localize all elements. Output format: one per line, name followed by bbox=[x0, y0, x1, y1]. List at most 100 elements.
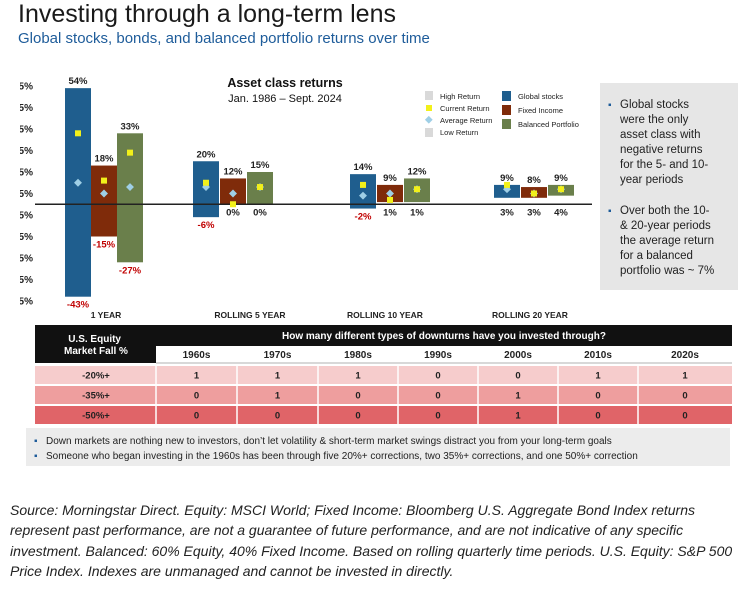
table-decade-header: 2010s bbox=[584, 350, 612, 361]
chart-title: Asset class returns bbox=[227, 76, 342, 90]
table-cell: 0 bbox=[435, 391, 440, 402]
high-return-label: 15% bbox=[250, 160, 270, 171]
table-row-header: U.S. Equity Market Fall % bbox=[64, 334, 128, 357]
period-label: ROLLING 10 YEAR bbox=[347, 310, 423, 320]
bar-labels: 54% -43% 18% -15% 33% -27% 20% -6% 12% 0% 15% 0% 14%… bbox=[67, 76, 569, 311]
high-return-label: 20% bbox=[196, 149, 216, 160]
y-tick-label: -5% bbox=[20, 211, 33, 222]
legend-fixed-income: Fixed Income bbox=[518, 106, 563, 115]
current-return-legend-marker bbox=[426, 105, 432, 111]
table-cell: 1 bbox=[275, 391, 281, 402]
table-row-label: -50%+ bbox=[82, 411, 110, 422]
y-axis: 55% 45% 35% 25% 15% 5% -5% -15% -25% -35% -45% bbox=[20, 82, 33, 308]
notes-box: ▪ Down markets are nothing new to invest… bbox=[26, 428, 730, 466]
low-return-label: 1% bbox=[383, 207, 397, 218]
high-return-label: 12% bbox=[223, 166, 243, 177]
low-return-label: 0% bbox=[253, 207, 267, 218]
current-return-marker bbox=[101, 177, 107, 184]
average-return-legend-marker bbox=[424, 115, 433, 124]
current-return-marker bbox=[230, 201, 236, 208]
table-row-label: -20%+ bbox=[82, 371, 110, 382]
low-return-label: -15% bbox=[93, 240, 116, 251]
table-cell: 0 bbox=[682, 391, 687, 402]
table-decade-header: 1970s bbox=[264, 350, 292, 361]
y-tick-label: -45% bbox=[20, 297, 33, 308]
high-return-label: 12% bbox=[407, 166, 427, 177]
page-title: Investing through a long-term lens bbox=[18, 0, 396, 28]
y-tick-label: 25% bbox=[20, 146, 33, 157]
current-return-marker bbox=[387, 196, 393, 203]
high-return-legend-swatch bbox=[425, 91, 433, 100]
low-return-label: -2% bbox=[355, 212, 372, 223]
balanced-portfolio-legend-swatch bbox=[502, 119, 511, 129]
table-decade-header: 1960s bbox=[183, 350, 211, 361]
current-return-marker bbox=[75, 130, 81, 137]
downturn-table: U.S. Equity Market Fall % How many diffe… bbox=[35, 325, 732, 424]
source-footnote: Source: Morningstar Direct. Equity: MSCI… bbox=[10, 502, 733, 579]
page-subtitle: Global stocks, bonds, and balanced portf… bbox=[18, 30, 430, 47]
low-return-label: 1% bbox=[410, 207, 424, 218]
legend-average-return: Average Return bbox=[440, 116, 492, 125]
y-tick-label: 5% bbox=[20, 189, 33, 200]
side-note-bullet-1: ▪ bbox=[608, 100, 612, 111]
current-return-marker bbox=[414, 186, 420, 193]
low-return-legend-swatch bbox=[425, 128, 433, 137]
current-return-marker bbox=[127, 149, 133, 156]
low-return-label: 4% bbox=[554, 207, 568, 218]
table-decade-header: 2020s bbox=[671, 350, 699, 361]
high-return-label: 33% bbox=[120, 121, 140, 132]
y-tick-label: 35% bbox=[20, 125, 33, 136]
bar-global-stocks bbox=[350, 174, 376, 209]
global-stocks-legend-swatch bbox=[502, 91, 511, 101]
chart-subtitle: Jan. 1986 – Sept. 2024 bbox=[228, 93, 342, 105]
y-tick-label: -15% bbox=[20, 232, 33, 243]
current-return-marker bbox=[531, 190, 537, 197]
y-tick-label: 45% bbox=[20, 103, 33, 114]
bar-series bbox=[65, 88, 574, 297]
low-return-label: -6% bbox=[198, 220, 215, 231]
period-label: ROLLING 5 YEAR bbox=[214, 310, 285, 320]
bar-global-stocks bbox=[65, 88, 91, 297]
table-row bbox=[35, 366, 732, 384]
side-note-bullet-2: ▪ bbox=[608, 206, 612, 217]
table-cell: 1 bbox=[194, 371, 200, 382]
low-return-label: -27% bbox=[119, 265, 142, 276]
note-2: Someone who began investing in the 1960s… bbox=[46, 451, 638, 462]
table-cell: 1 bbox=[595, 371, 601, 382]
note-bullet-2: ▪ bbox=[34, 451, 38, 462]
y-tick-label: -35% bbox=[20, 275, 33, 286]
table-cell: 0 bbox=[355, 391, 360, 402]
high-return-label: 8% bbox=[527, 175, 541, 186]
table-cell: 0 bbox=[194, 391, 199, 402]
high-return-label: 9% bbox=[554, 173, 568, 184]
high-return-label: 9% bbox=[383, 173, 397, 184]
table-cell: 0 bbox=[275, 411, 280, 422]
table-decade-header: 2000s bbox=[504, 350, 532, 361]
high-return-label: 14% bbox=[353, 162, 373, 173]
table-cell: 0 bbox=[682, 411, 687, 422]
high-return-label: 18% bbox=[94, 154, 114, 165]
table-cell: 0 bbox=[595, 391, 600, 402]
y-tick-label: 15% bbox=[20, 168, 33, 179]
high-return-label: 54% bbox=[68, 76, 88, 87]
table-decade-header: 1980s bbox=[344, 350, 372, 361]
fixed-income-legend-swatch bbox=[502, 105, 511, 115]
chart-legend: High Return Current Return Average Retur… bbox=[424, 91, 579, 137]
table-cell: 0 bbox=[194, 411, 199, 422]
table-cell: 0 bbox=[355, 411, 360, 422]
current-return-marker bbox=[360, 181, 366, 188]
current-return-marker bbox=[504, 181, 510, 188]
table-cell: 1 bbox=[515, 391, 521, 402]
table-cell: 1 bbox=[515, 411, 521, 422]
note-bullet-1: ▪ bbox=[34, 436, 38, 447]
table-cell: 1 bbox=[355, 371, 361, 382]
period-label: ROLLING 20 YEAR bbox=[492, 310, 568, 320]
low-return-label: 0% bbox=[226, 207, 240, 218]
y-tick-label: -25% bbox=[20, 254, 33, 265]
table-cell: 1 bbox=[682, 371, 688, 382]
y-tick-label: 55% bbox=[20, 82, 33, 93]
legend-global-stocks: Global stocks bbox=[518, 92, 563, 101]
note-1: Down markets are nothing new to investor… bbox=[46, 436, 612, 447]
table-question: How many different types of downturns ha… bbox=[282, 331, 606, 342]
table-cell: 1 bbox=[275, 371, 281, 382]
